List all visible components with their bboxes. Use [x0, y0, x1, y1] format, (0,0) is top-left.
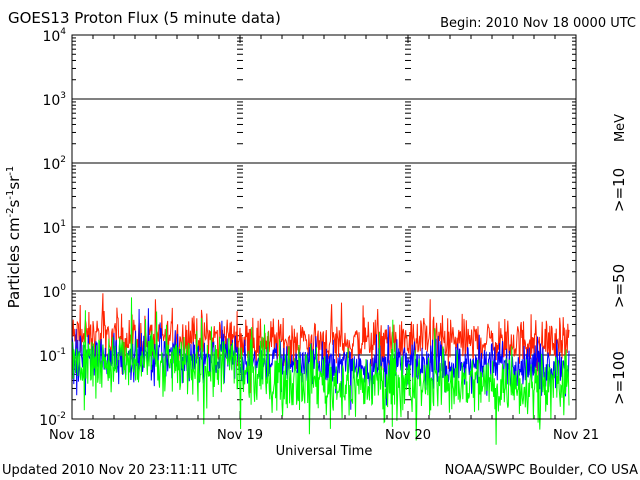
data-series	[71, 293, 570, 445]
x-tick-labels: Nov 18 Nov 19 Nov 20 Nov 21	[49, 428, 599, 443]
legend-ge100: >=100	[610, 351, 628, 405]
y-axis-label: Particles cm-2s-1sr-1	[5, 166, 23, 309]
legend-unit: MeV	[613, 114, 628, 142]
credit-line: NOAA/SWPC Boulder, CO USA	[445, 463, 638, 478]
y-tick-label: 101	[42, 219, 66, 237]
series-line	[71, 297, 570, 445]
legend-ge50: >=50	[610, 264, 628, 308]
y-tick-label: 104	[42, 27, 66, 45]
y-tick-label: 10-1	[39, 347, 66, 365]
y-tick-label: 102	[42, 155, 66, 173]
x-tick-label: Nov 21	[553, 428, 599, 443]
begin-date: Begin: 2010 Nov 18 0000 UTC	[440, 16, 636, 31]
updated-timestamp: Updated 2010 Nov 20 23:11:11 UTC	[2, 463, 237, 478]
x-tick-label: Nov 19	[217, 428, 263, 443]
y-tick-label: 100	[42, 283, 66, 301]
x-tick-label: Nov 18	[49, 428, 95, 443]
y-tick-label: 10-2	[39, 411, 66, 429]
series-line	[71, 293, 570, 394]
y-tick-label: 103	[42, 91, 66, 109]
legend-ge10: >=10	[610, 168, 628, 212]
x-tick-label: Nov 20	[385, 428, 431, 443]
chart-title: GOES13 Proton Flux (5 minute data)	[8, 9, 281, 27]
x-axis-label: Universal Time	[276, 444, 373, 459]
y-tick-labels: 104 103 102 101 100 10-1 10-2	[39, 27, 66, 429]
plot-frame	[71, 34, 577, 420]
